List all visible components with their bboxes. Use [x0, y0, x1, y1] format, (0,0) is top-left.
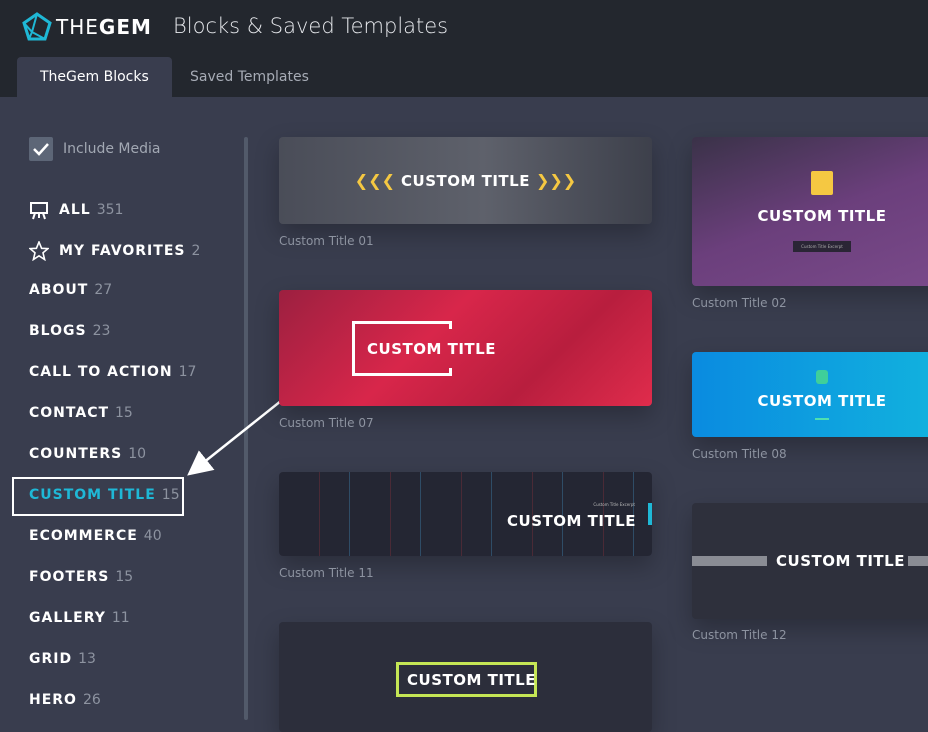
category-count: 40	[143, 528, 162, 544]
category-count: 10	[128, 446, 147, 462]
gem-logo-icon	[22, 12, 52, 41]
include-media-label: Include Media	[63, 141, 161, 157]
category-name: ECOMMERCE	[29, 528, 138, 544]
category-count: 13	[78, 651, 96, 667]
template-label[interactable]: Custom Title 07	[279, 416, 374, 430]
template-label[interactable]: Custom Title 02	[692, 296, 787, 310]
category-count: 15	[115, 405, 133, 421]
category-name: ABOUT	[29, 282, 89, 298]
sidebar-category-counters[interactable]: COUNTERS 10	[29, 446, 146, 462]
category-count: 26	[82, 692, 101, 708]
template-card-12[interactable]: CUSTOM TITLE	[692, 503, 928, 619]
template-label[interactable]: Custom Title 12	[692, 628, 787, 642]
sidebar-category-ecommerce[interactable]: ECOMMERCE 40	[29, 528, 162, 544]
checkmark-icon	[33, 143, 49, 156]
template-card-07[interactable]: CUSTOM TITLE	[279, 290, 652, 406]
template-card-08[interactable]: CUSTOM TITLE	[692, 352, 928, 437]
tab-thegem-blocks[interactable]: TheGem Blocks	[17, 57, 172, 97]
page-title: Blocks & Saved Templates	[173, 14, 449, 38]
template-label[interactable]: Custom Title 11	[279, 566, 374, 580]
sidebar-category-my-favorites[interactable]: MY FAVORITES 2	[29, 241, 200, 261]
category-count: 15	[115, 569, 134, 585]
sidebar-category-about[interactable]: ABOUT 27	[29, 282, 112, 298]
gem-icon	[816, 369, 828, 384]
category-count: 2	[191, 243, 201, 259]
sidebar-category-hero[interactable]: HERO 26	[29, 692, 101, 708]
sidebar-category-custom-title[interactable]: CUSTOM TITLE 15	[29, 487, 180, 503]
sidebar-category-grid[interactable]: GRID 13	[29, 651, 96, 667]
category-name: COUNTERS	[29, 446, 123, 462]
category-count: 17	[178, 364, 197, 380]
category-count: 15	[161, 487, 180, 503]
template-card-01[interactable]: ❮❮❮ CUSTOM TITLE ❯❯❯	[279, 137, 652, 224]
tab-saved-templates[interactable]: Saved Templates	[190, 69, 309, 85]
category-name: ALL	[59, 202, 91, 218]
category-name: MY FAVORITES	[59, 243, 186, 259]
app-header: THEGEM Blocks & Saved Templates TheGem B…	[0, 0, 928, 97]
category-count: 23	[92, 323, 111, 339]
sidebar-category-blogs[interactable]: BLOGS 23	[29, 323, 110, 339]
template-label[interactable]: Custom Title 01	[279, 234, 374, 248]
category-name: GALLERY	[29, 610, 106, 626]
category-count: 11	[111, 610, 130, 626]
template-card-11[interactable]: Custom Title Excerpt CUSTOM TITLE	[279, 472, 652, 556]
sidebar-category-contact[interactable]: CONTACT 15	[29, 405, 133, 421]
film-icon	[811, 171, 833, 195]
sidebar-category-call-to-action[interactable]: CALL TO ACTION 17	[29, 364, 196, 380]
presentation-board-icon	[30, 202, 48, 220]
category-count: 27	[94, 282, 113, 298]
include-media-checkbox[interactable]	[29, 137, 53, 161]
category-name: CALL TO ACTION	[29, 364, 173, 380]
category-name: CUSTOM TITLE	[29, 487, 156, 503]
sidebar-category-gallery[interactable]: GALLERY 11	[29, 610, 130, 626]
template-card-02[interactable]: CUSTOM TITLE Custom Title Excerpt	[692, 137, 928, 286]
category-name: FOOTERS	[29, 569, 110, 585]
category-name: BLOGS	[29, 323, 87, 339]
sidebar-category-all[interactable]: ALL 351	[29, 200, 123, 220]
category-name: GRID	[29, 651, 73, 667]
category-name: CONTACT	[29, 405, 110, 421]
star-icon	[29, 241, 49, 261]
template-label[interactable]: Custom Title 08	[692, 447, 787, 461]
category-name: HERO	[29, 692, 77, 708]
template-card-04[interactable]: CUSTOM TITLE	[279, 622, 652, 732]
sidebar-category-footers[interactable]: FOOTERS 15	[29, 569, 133, 585]
category-count: 351	[96, 202, 124, 218]
highlight-box	[12, 477, 184, 516]
thegem-logo: THEGEM	[22, 12, 152, 42]
